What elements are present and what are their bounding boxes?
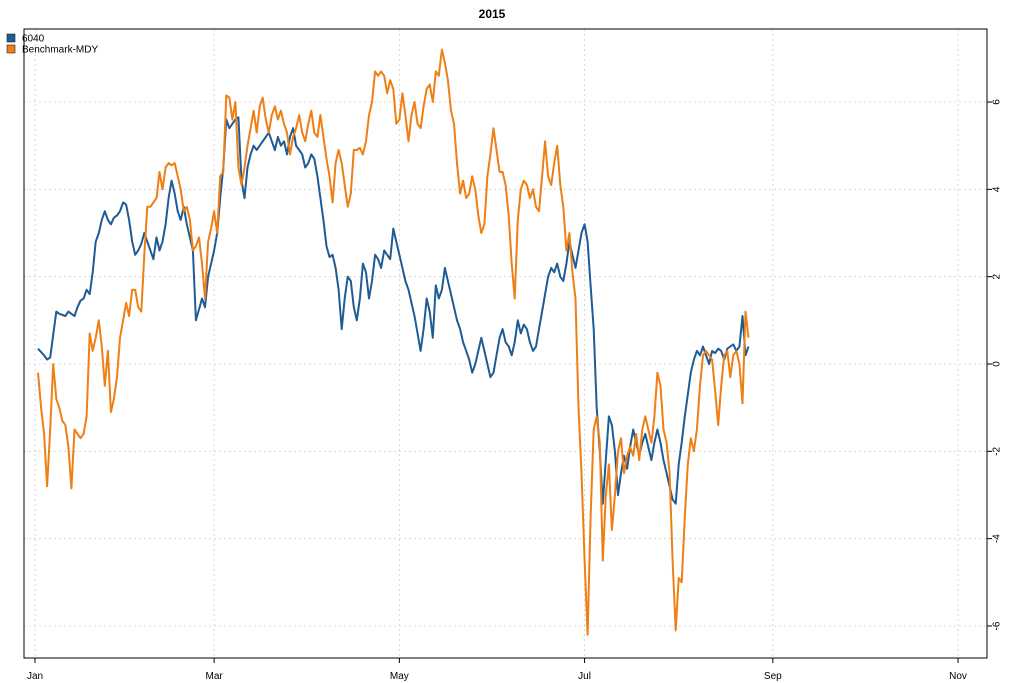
legend-label: 6040 (22, 34, 45, 45)
x-tick-label: Nov (949, 671, 967, 682)
y-tick-label: 6 (992, 99, 1003, 105)
x-tick-label: Jul (578, 671, 591, 682)
y-tick-label: 4 (992, 186, 1003, 192)
y-tick-label: 0 (992, 361, 1003, 367)
legend-label: Benchmark-MDY (22, 45, 98, 56)
x-axis: Jan Mar May Jul Sep Nov (27, 658, 967, 682)
chart-title: 2015 (479, 7, 506, 21)
series-line-benchmark-mdy (37, 48, 750, 636)
y-tick-label: 2 (992, 273, 1003, 279)
y-tick-label: -2 (992, 446, 1003, 455)
x-tick-label: Jan (27, 671, 43, 682)
legend-swatch (6, 33, 16, 43)
plot-frame (23, 28, 988, 659)
x-tick-label: May (390, 671, 409, 682)
series-lines (37, 48, 750, 636)
series-line-6040 (37, 116, 750, 505)
y-tick-label: -6 (992, 621, 1003, 630)
y-axis: -6 -4 -2 0 2 4 6 (987, 99, 1003, 630)
legend-swatch (6, 44, 16, 54)
y-tick-label: -4 (992, 534, 1003, 543)
x-tick-label: Mar (206, 671, 224, 682)
x-tick-label: Sep (764, 671, 782, 682)
